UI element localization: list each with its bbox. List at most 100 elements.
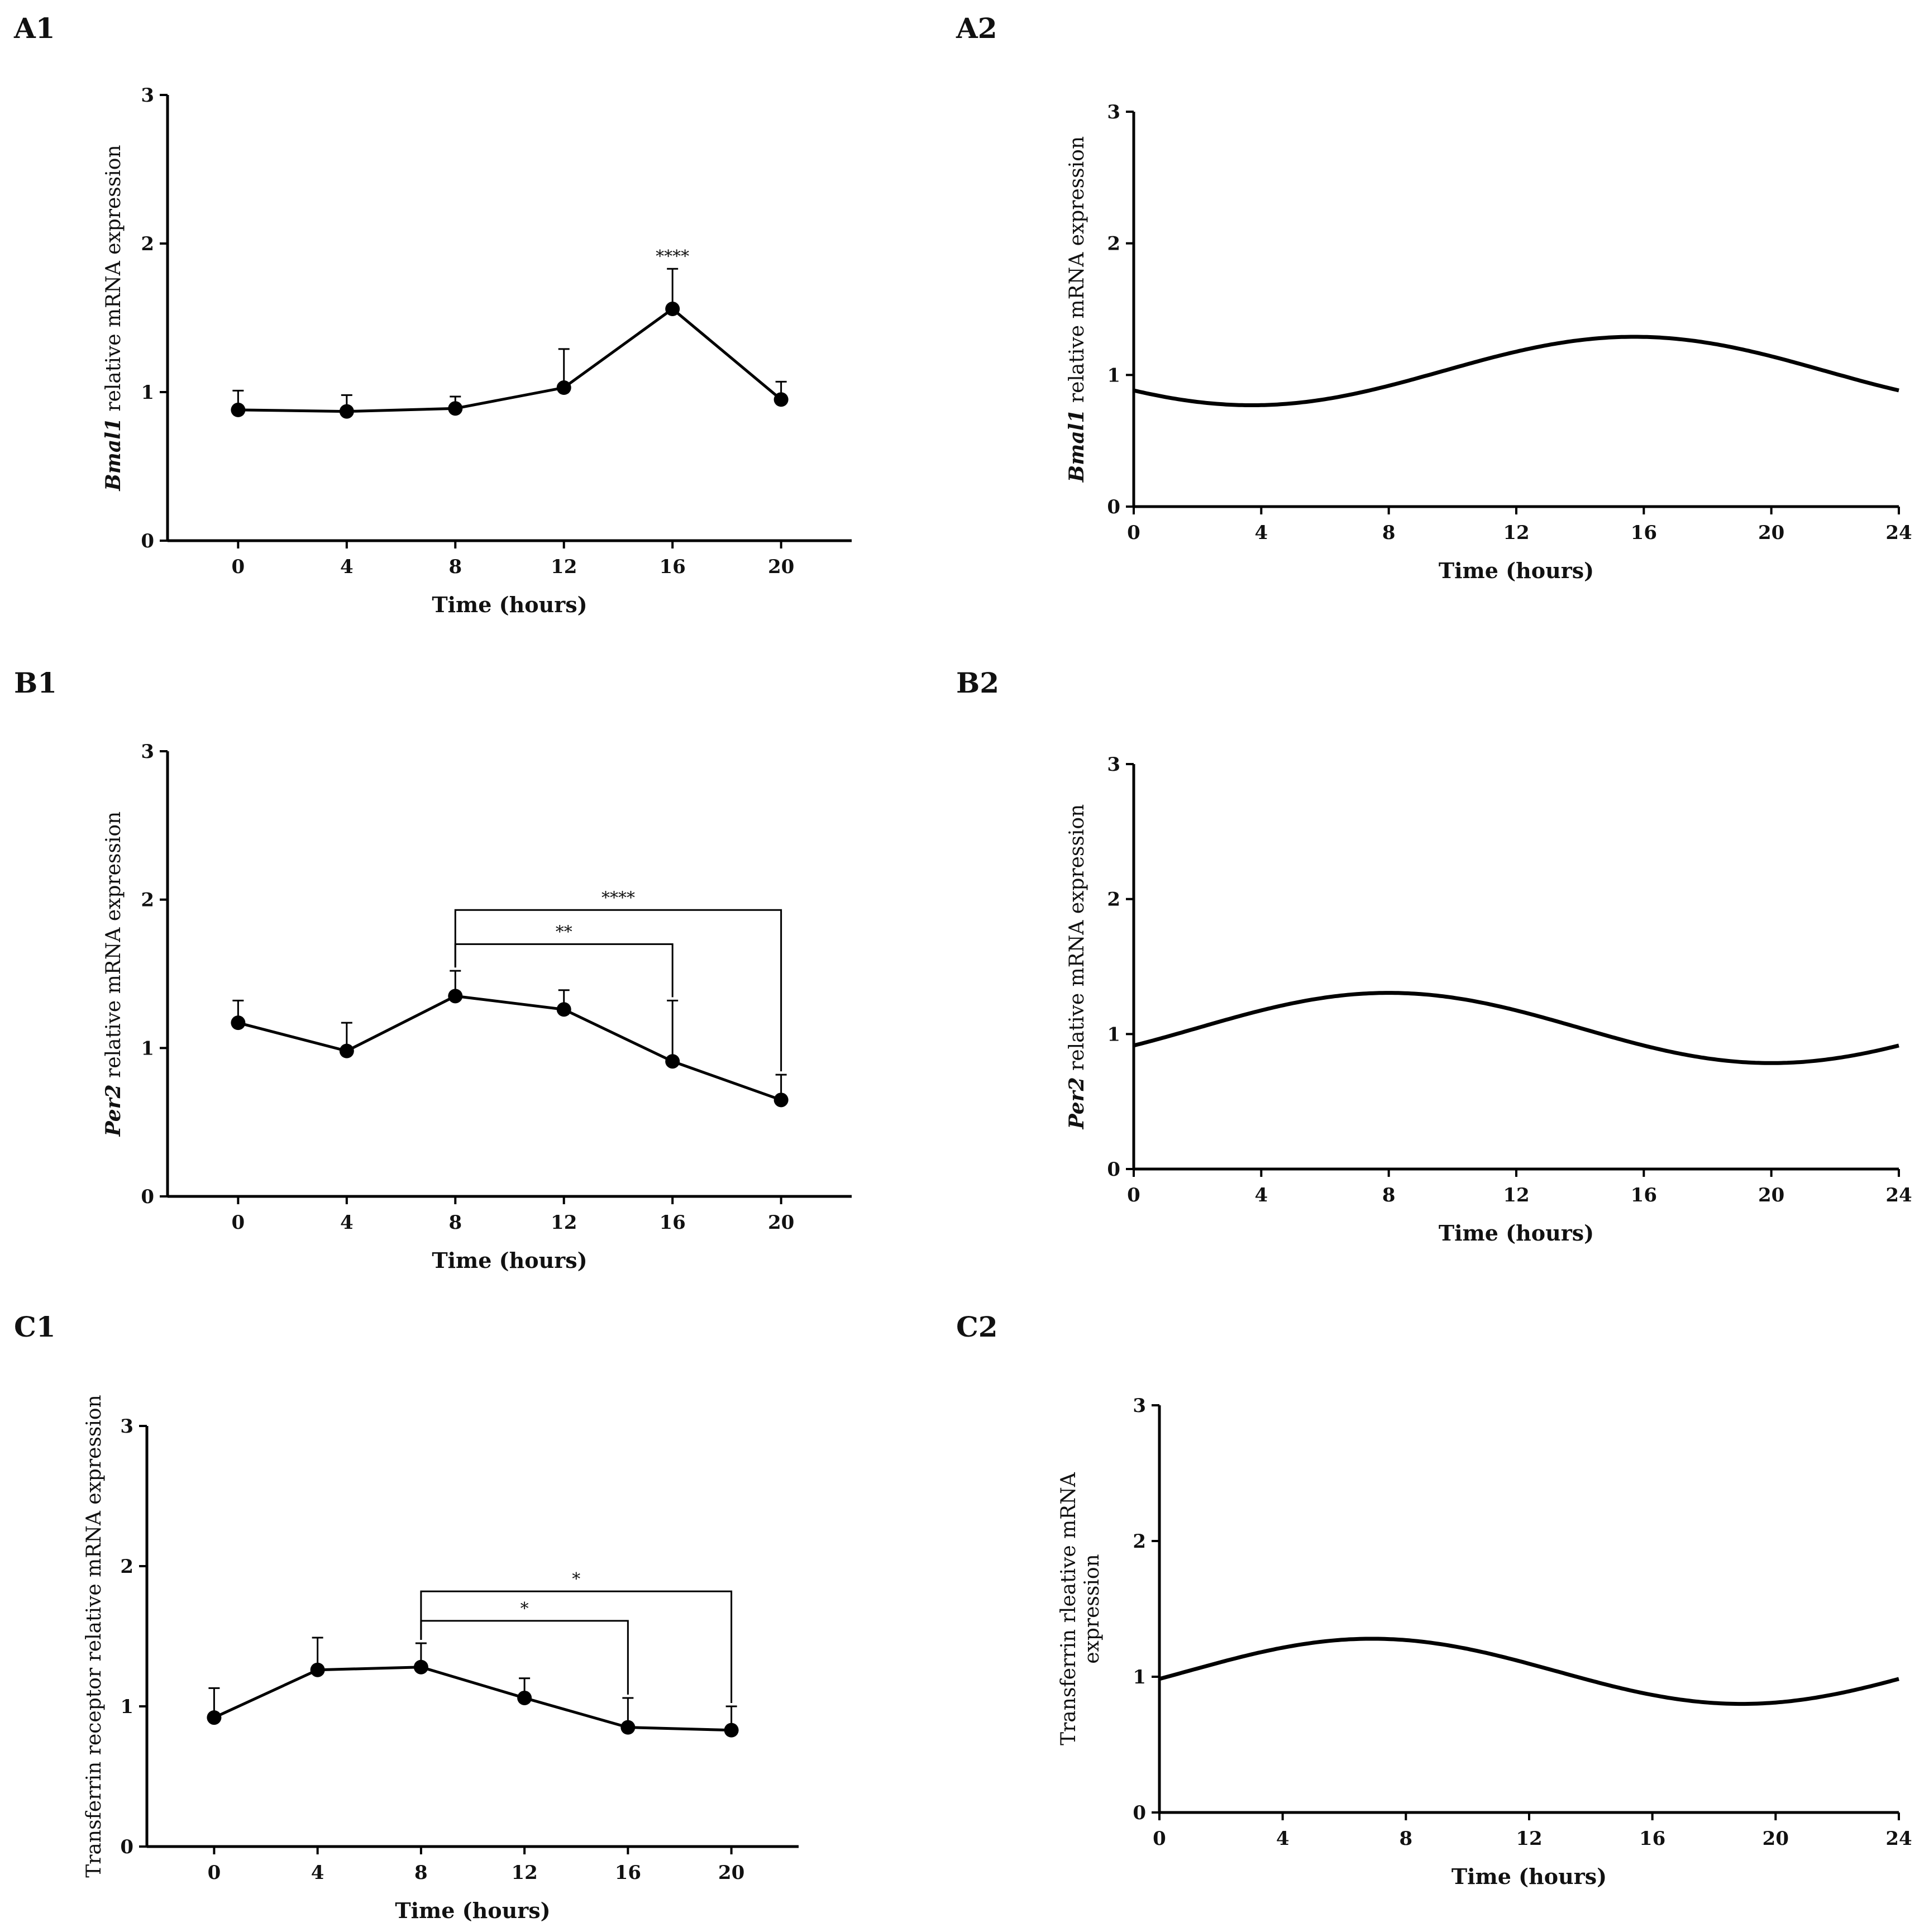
data-point: [207, 1710, 222, 1725]
x-tick-label: 0: [1127, 522, 1140, 544]
x-tick-label: 12: [511, 1862, 537, 1884]
fitted-curve: [1133, 991, 1899, 1065]
y-tick-label: 3: [141, 84, 154, 107]
y-tick-label: 1: [1107, 364, 1120, 387]
x-tick-label: 0: [1153, 1828, 1166, 1850]
y-tick-label: 0: [141, 530, 154, 552]
significance-bracket: [454, 909, 782, 1072]
y-axis-title-text: Transferrin receptor relative mRNA expre…: [83, 1395, 106, 1878]
x-tick-label: 4: [1254, 522, 1268, 544]
data-point: [665, 1054, 680, 1069]
y-tick-label: 0: [1107, 496, 1120, 518]
significance-bracket: [454, 943, 674, 998]
x-tick-label: 12: [551, 556, 577, 578]
x-tick-label: 16: [615, 1862, 641, 1884]
y-axis-title-gene: Bmal1: [1065, 409, 1088, 483]
y-tick-label: 2: [141, 233, 154, 255]
y-tick-label: 2: [1107, 233, 1120, 255]
data-point: [448, 989, 463, 1004]
data-point: [620, 1720, 636, 1735]
y-tick-label: 1: [141, 381, 154, 404]
y-axis-title-text: relative mRNA expression: [102, 812, 125, 1085]
x-axis-title: Time (hours): [432, 592, 587, 617]
x-axis-title: Time (hours): [1439, 1220, 1594, 1246]
x-tick-label: 16: [660, 1211, 686, 1234]
x-tick-label: 20: [768, 1211, 794, 1234]
x-axis-title: Time (hours): [1451, 1864, 1607, 1889]
y-axis-title: Per2 relative mRNA expression: [102, 812, 125, 1137]
x-tick-label: 24: [1885, 1828, 1912, 1850]
data-point: [556, 380, 571, 395]
x-tick-label: 24: [1885, 522, 1912, 544]
y-axis-title: Bmal1 relative mRNA expression: [102, 145, 125, 491]
y-tick-label: 2: [120, 1556, 133, 1578]
series-line: [237, 994, 782, 1101]
y-axis-title-text: relative mRNA expression: [1066, 136, 1088, 409]
x-axis-title: Time (hours): [1439, 558, 1594, 583]
x-tick-label: 12: [1503, 522, 1529, 544]
y-tick-label: 1: [141, 1037, 154, 1060]
x-axis-title: Time (hours): [432, 1248, 587, 1273]
y-tick-label: 2: [1133, 1530, 1146, 1553]
x-tick-label: 4: [311, 1862, 324, 1884]
significance-label: **: [556, 922, 572, 942]
data-point: [556, 1002, 571, 1017]
y-tick-label: 1: [1107, 1023, 1120, 1046]
data-point: [665, 302, 680, 317]
y-axis-title: Transferrin rleative mRNA: [1057, 1472, 1080, 1745]
y-tick-label: 0: [141, 1186, 154, 1208]
x-tick-label: 16: [660, 556, 686, 578]
x-tick-label: 8: [414, 1862, 428, 1884]
significance-label: ****: [656, 247, 689, 266]
data-point: [448, 401, 463, 416]
x-tick-label: 12: [1516, 1828, 1542, 1850]
y-axis-title-gene: Per2: [1065, 1077, 1088, 1129]
series-line: [238, 307, 782, 413]
y-tick-label: 0: [1107, 1158, 1120, 1181]
panel-label: B2: [956, 666, 999, 699]
panel-label: A2: [956, 12, 997, 45]
data-point: [339, 1043, 354, 1058]
y-axis-title-line2: expression: [1081, 1554, 1104, 1664]
x-tick-label: 16: [1631, 522, 1657, 544]
x-tick-label: 4: [340, 556, 354, 578]
x-tick-label: 24: [1885, 1184, 1912, 1206]
y-tick-label: 3: [1107, 753, 1120, 776]
x-tick-label: 8: [1382, 1184, 1396, 1206]
x-tick-label: 16: [1631, 1184, 1657, 1206]
x-tick-label: 0: [232, 1211, 245, 1234]
x-tick-label: 8: [448, 1211, 462, 1234]
significance-label: *: [572, 1570, 580, 1589]
y-tick-label: 2: [141, 889, 154, 912]
x-tick-label: 8: [1382, 522, 1396, 544]
data-point: [413, 1659, 428, 1675]
x-tick-label: 20: [1758, 522, 1784, 544]
x-tick-label: 20: [768, 556, 794, 578]
x-tick-label: 4: [1276, 1828, 1290, 1850]
x-tick-label: 20: [718, 1862, 744, 1884]
x-tick-label: 0: [208, 1862, 221, 1884]
y-tick-label: 0: [1133, 1802, 1146, 1824]
x-tick-label: 0: [232, 556, 245, 578]
x-tick-label: 20: [1763, 1828, 1789, 1850]
y-tick-label: 3: [141, 741, 154, 763]
y-tick-label: 2: [1107, 889, 1120, 911]
data-point: [773, 392, 789, 407]
y-axis-title-gene: Bmal1: [102, 418, 125, 492]
x-tick-label: 8: [1399, 1828, 1412, 1850]
y-tick-label: 3: [1133, 1395, 1146, 1417]
series-line: [213, 1666, 732, 1732]
x-tick-label: 16: [1639, 1828, 1665, 1850]
x-tick-label: 12: [1503, 1184, 1529, 1206]
fitted-curve: [1159, 1637, 1899, 1706]
x-tick-label: 20: [1758, 1184, 1784, 1206]
x-tick-label: 8: [448, 556, 462, 578]
data-point: [310, 1662, 325, 1677]
y-axis-title: Per2 relative mRNA expression: [1065, 804, 1088, 1130]
panel-label: A1: [13, 12, 55, 45]
